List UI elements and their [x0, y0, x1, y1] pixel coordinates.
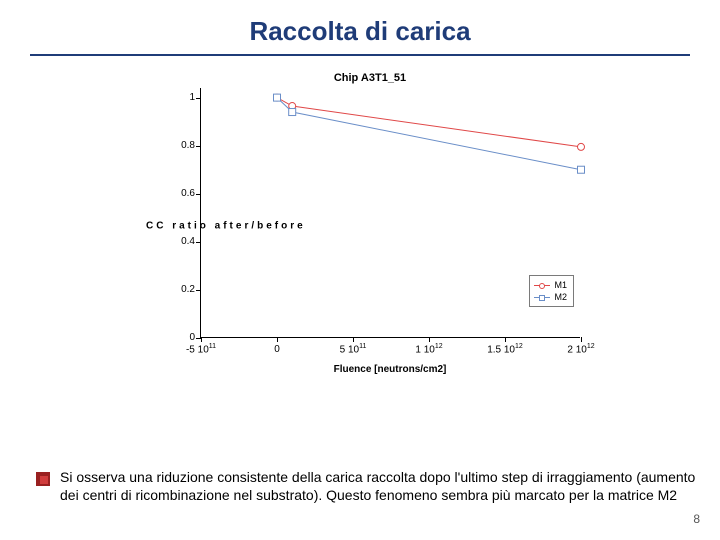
chart-title: Chip A3T1_51 [150, 72, 590, 84]
series-marker-m1 [578, 143, 585, 150]
series-marker-m2 [289, 109, 296, 116]
x-tick-label: 1 1012 [415, 343, 442, 355]
x-tick-mark [505, 337, 506, 342]
x-axis-label: Fluence [neutrons/cm2] [200, 364, 580, 375]
bullet-icon [36, 472, 50, 486]
y-tick-label: 0.8 [163, 140, 195, 151]
legend-label-m2: M2 [554, 291, 567, 303]
x-tick-mark [201, 337, 202, 342]
legend-item-m2: M2 [534, 291, 567, 303]
x-tick-label: 5 1011 [340, 343, 367, 355]
series-marker-m2 [274, 94, 281, 101]
y-tick-label: 0 [163, 332, 195, 343]
x-tick-label: 0 [274, 344, 280, 355]
x-tick-mark [581, 337, 582, 342]
y-tick-mark [196, 98, 201, 99]
title-underline [30, 54, 690, 56]
legend-label-m1: M1 [554, 279, 567, 291]
y-tick-mark [196, 290, 201, 291]
legend-item-m1: M1 [534, 279, 567, 291]
series-marker-m2 [578, 166, 585, 173]
bullet-paragraph: Si osserva una riduzione consistente del… [36, 469, 696, 504]
y-tick-mark [196, 146, 201, 147]
y-tick-label: 0.6 [163, 188, 195, 199]
legend-line-m1 [534, 285, 550, 286]
page-number: 8 [693, 512, 700, 526]
plot-area: M1 M2 00.20.40.60.81-5 101105 10111 1012… [200, 88, 580, 338]
body-text: Si osserva una riduzione consistente del… [60, 469, 696, 504]
legend-marker-m2 [539, 295, 545, 301]
legend: M1 M2 [529, 275, 574, 307]
legend-line-m2 [534, 297, 550, 298]
x-tick-label: 1.5 1012 [487, 343, 523, 355]
slide: Raccolta di carica Chip A3T1_51 CC ratio… [0, 0, 720, 540]
legend-marker-m1 [539, 283, 545, 289]
y-tick-label: 0.4 [163, 236, 195, 247]
chart-container: Chip A3T1_51 CC ratio after/before M1 M2… [150, 72, 590, 392]
y-tick-label: 0.2 [163, 284, 195, 295]
x-tick-mark [277, 337, 278, 342]
x-tick-label: -5 1011 [186, 343, 216, 355]
x-tick-mark [353, 337, 354, 342]
y-tick-label: 1 [163, 92, 195, 103]
x-tick-mark [429, 337, 430, 342]
y-tick-mark [196, 242, 201, 243]
slide-title: Raccolta di carica [0, 16, 720, 47]
chart-lines [201, 88, 581, 338]
series-line-m2 [277, 98, 581, 170]
y-tick-mark [196, 194, 201, 195]
x-tick-label: 2 1012 [567, 343, 594, 355]
